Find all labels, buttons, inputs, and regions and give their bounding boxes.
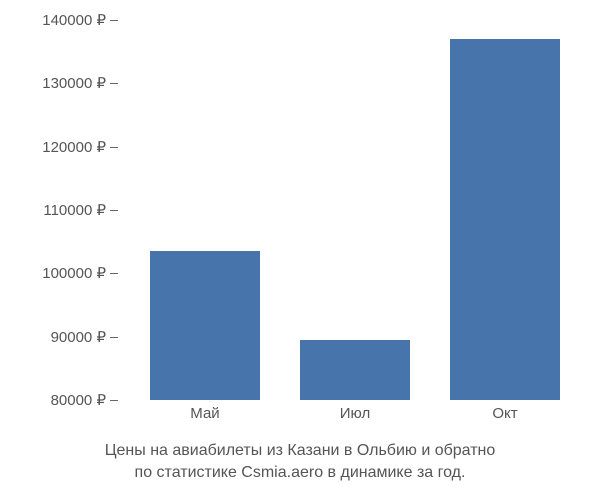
chart-caption: Цены на авиабилеты из Казани в Ольбию и … xyxy=(0,440,600,483)
chart-bar xyxy=(450,39,560,400)
caption-line-1: Цены на авиабилеты из Казани в Ольбию и … xyxy=(105,442,496,459)
chart-bar xyxy=(300,340,410,400)
y-tick-mark xyxy=(110,337,118,338)
x-tick-label: Окт xyxy=(492,405,517,422)
price-chart: 80000 ₽ 90000 ₽ 100000 ₽ 110000 ₽ 120000 ₽ 13… xyxy=(0,0,600,500)
x-tick-label: Май xyxy=(190,405,219,422)
y-tick-label: 110000 ₽ xyxy=(6,201,106,219)
y-tick-mark xyxy=(110,147,118,148)
y-tick-mark xyxy=(110,83,118,84)
y-tick-label: 100000 ₽ xyxy=(6,264,106,282)
y-tick-mark xyxy=(110,20,118,21)
caption-line-2: по статистике Csmia.aero в динамике за г… xyxy=(135,464,466,481)
y-tick-label: 120000 ₽ xyxy=(6,138,106,156)
x-tick-label: Июл xyxy=(340,405,370,422)
y-tick-mark xyxy=(110,400,118,401)
plot-area xyxy=(110,20,570,400)
y-tick-label: 130000 ₽ xyxy=(6,74,106,92)
y-tick-label: 140000 ₽ xyxy=(6,11,106,29)
y-tick-mark xyxy=(110,273,118,274)
y-tick-label: 80000 ₽ xyxy=(6,391,106,409)
y-tick-label: 90000 ₽ xyxy=(6,328,106,346)
y-tick-mark xyxy=(110,210,118,211)
chart-bar xyxy=(150,251,260,400)
